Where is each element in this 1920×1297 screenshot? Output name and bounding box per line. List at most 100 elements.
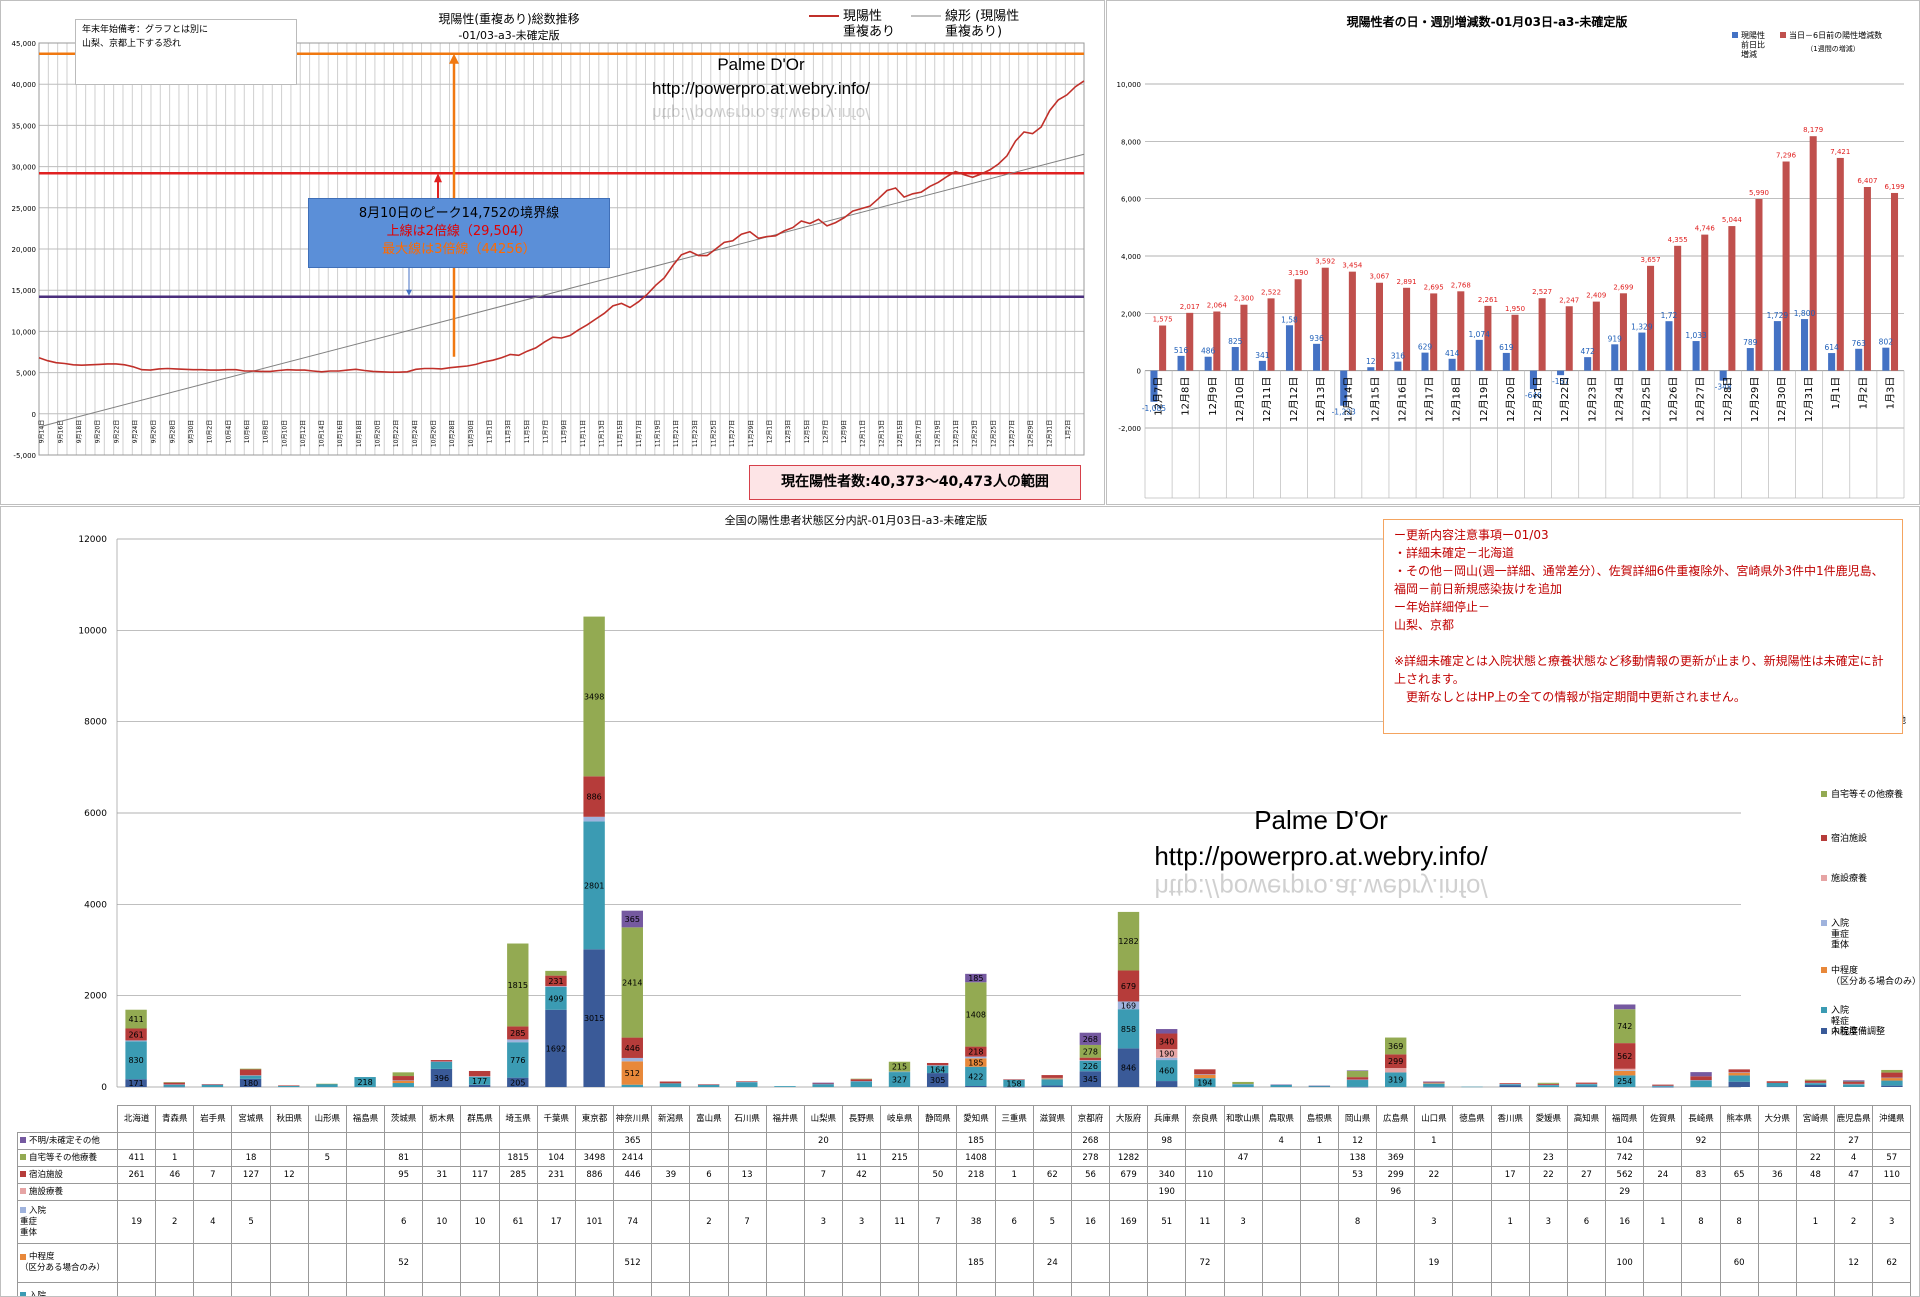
segment-label: 369	[1388, 1042, 1403, 1051]
y-tick-label: 10000	[78, 626, 107, 636]
stacked-bar-segment	[850, 1079, 873, 1082]
segment-label: 411	[128, 1015, 143, 1024]
table-cell: 10	[422, 1200, 462, 1244]
stacked-bar-segment	[239, 1075, 262, 1079]
stacked-bar-segment	[354, 1077, 376, 1087]
data-label-daily: 763	[1852, 339, 1867, 348]
table-cell	[1185, 1132, 1225, 1150]
bar-weekly-change	[1674, 245, 1682, 371]
table-cell: 11	[880, 1200, 920, 1244]
stacked-bar-segment	[1614, 1068, 1636, 1071]
y-tick-label: 4,000	[1121, 253, 1141, 261]
arrow-max-head	[449, 53, 459, 64]
table-cell	[803, 1183, 843, 1201]
table-cell: 4	[1261, 1132, 1301, 1150]
segment-label: 305	[930, 1076, 945, 1085]
stacked-bar-segment	[201, 1084, 224, 1085]
legend-label: 重症	[1831, 928, 1849, 940]
stacked-bar-segment	[1079, 1071, 1102, 1087]
table-header-cell: 東京都	[574, 1105, 615, 1133]
table-cell	[193, 1183, 233, 1201]
legend-swatch	[1821, 1007, 1827, 1013]
table-cell	[1109, 1132, 1149, 1150]
table-cell: 776	[498, 1282, 538, 1296]
segment-label: 2414	[622, 978, 642, 987]
table-cell	[498, 1183, 538, 1201]
stacked-bar-segment	[1155, 1060, 1178, 1082]
legend-label: 入院	[1831, 1004, 1849, 1016]
x-tick-label: 11月29日	[748, 420, 755, 447]
table-cell: 3	[803, 1200, 843, 1244]
bar-daily-change	[1448, 358, 1456, 371]
table-cell	[1261, 1200, 1301, 1244]
stacked-bar-segment	[545, 986, 567, 1010]
segment-label: 231	[548, 977, 563, 986]
segment-label: 1815	[508, 981, 528, 990]
table-cell: 3	[1528, 1200, 1568, 1244]
table-cell: 48	[1795, 1166, 1836, 1184]
table-row: 入院 重症 重体 19 2 4 5 6 10 10 61 17 101 74 2 7 3 3 11 7 38 6 5 16…	[17, 1200, 1912, 1244]
stacked-bar-segment	[926, 1073, 949, 1087]
stacked-bar-segment	[316, 1083, 338, 1085]
legend-label-trend: 重複あり)	[945, 24, 1002, 40]
table-cell	[841, 1132, 882, 1150]
table-cell: 104	[536, 1149, 576, 1167]
table-row: 不明/未確定その他 365 20 185 268 98 4 1 12 1 104 92 27	[17, 1132, 1912, 1150]
table-header-cell: 京都府	[1070, 1105, 1111, 1133]
table-row: 自宅等その他療養 411 1 18 5 81 1815 104 3498 2414 11 215 140…	[17, 1149, 1912, 1167]
table-cell: 138	[1337, 1149, 1378, 1167]
table-cell: 52	[193, 1282, 233, 1296]
x-tick-label: 12月3日	[785, 420, 792, 443]
data-label-daily: 789	[1743, 338, 1758, 347]
data-label-daily: 1,329	[1631, 323, 1653, 332]
legend-label-daily: 現陽性	[1741, 30, 1765, 40]
table-cell: 1	[1299, 1132, 1340, 1150]
segment-label: 158	[1006, 1079, 1021, 1088]
stacked-bar-segment	[621, 1057, 643, 1062]
table-cell: 20	[803, 1132, 843, 1150]
table-cell: 1	[1490, 1200, 1530, 1244]
table-cell	[1032, 1132, 1072, 1150]
stacked-bar-segment	[1232, 1081, 1254, 1085]
bar-weekly-change	[1484, 305, 1492, 371]
table-cell: 2	[689, 1200, 729, 1244]
table-cell	[1032, 1183, 1072, 1201]
table-cell: 65	[803, 1282, 843, 1296]
stacked-bar-segment	[812, 1084, 834, 1087]
x-tick-label: 9月24日	[132, 420, 139, 443]
y-tick-label: 30,000	[12, 164, 37, 172]
x-tick-label: 12月25日	[1640, 377, 1652, 422]
table-cell	[345, 1132, 386, 1150]
stacked-bar-segment	[1728, 1081, 1750, 1087]
table-cell	[1147, 1243, 1187, 1283]
table-header-cell: 兵庫県	[1147, 1105, 1187, 1133]
table-cell: 50	[613, 1282, 653, 1296]
legend-label: 中程度	[1831, 1026, 1858, 1038]
table-cell: 194	[1185, 1282, 1225, 1296]
table-cell: 26	[1643, 1282, 1683, 1296]
x-tick-label: 11月21日	[673, 420, 680, 447]
table-cell	[574, 1183, 615, 1201]
table-cell: 31	[422, 1166, 462, 1184]
stacked-bar-segment	[1308, 1085, 1331, 1087]
bar-weekly-change	[1890, 192, 1899, 371]
legend-swatch	[1821, 920, 1827, 926]
table-cell: 49	[1261, 1282, 1301, 1296]
table-cell: 7	[727, 1200, 767, 1244]
table-cell: 65	[1719, 1166, 1759, 1184]
table-cell	[1261, 1243, 1301, 1283]
x-tick-label: 10月6日	[244, 420, 251, 443]
stacked-bar-segment	[812, 1083, 834, 1085]
table-cell	[1490, 1243, 1530, 1283]
bar-weekly-change	[1403, 287, 1411, 371]
segment-label: 190	[1159, 1049, 1174, 1058]
table-cell: 562	[1605, 1166, 1645, 1184]
table-cell: 70	[1414, 1282, 1454, 1296]
table-cell: 299	[1376, 1166, 1416, 1184]
x-tick-label: 12月30日	[1776, 377, 1788, 422]
update-memo: ー更新内容注意事項ー01/03 ・詳細未確定－北海道 ・その他－岡山(週一詳細、通常…	[1383, 519, 1903, 734]
data-label-weekly: 4,355	[1668, 236, 1688, 244]
breakdown-table: 北海道 青森県 岩手県 宮城県 秋田県 山形県 福島県 茨城県 栃木県 群馬県 埼玉県 千葉県 東京都神…	[17, 1105, 1912, 1296]
table-header-cell: 愛媛県	[1528, 1105, 1568, 1133]
prefecture-breakdown-svg: 全国の陽性患者状態区分内訳-01月03日-a3-未確定版 0 2000 4000 600…	[78, 513, 1919, 1093]
